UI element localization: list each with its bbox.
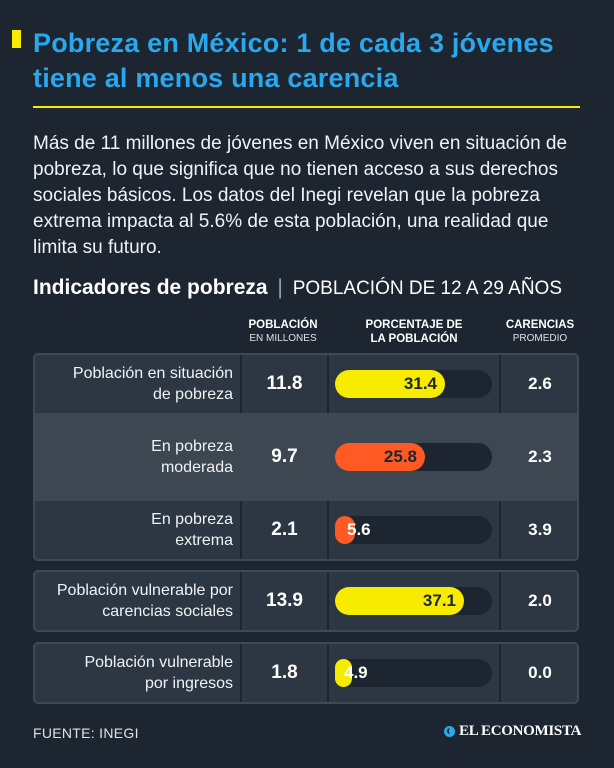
row-label-line2: por ingresos xyxy=(144,675,233,692)
poblacion-value: 2.1 xyxy=(271,519,298,540)
row-label-text: Población en situación de pobreza xyxy=(73,363,233,405)
column-header-carencias-sub: PROMEDIO xyxy=(512,333,568,344)
publisher-logo-icon xyxy=(444,726,455,737)
row-label: Población vulnerable por ingresos xyxy=(35,644,233,702)
row-label: En pobreza moderada xyxy=(35,428,233,486)
percentage-bar xyxy=(335,516,355,544)
poblacion-value: 1.8 xyxy=(271,662,298,683)
percentage-data-label: 5.6 xyxy=(347,520,371,539)
publisher-name: EL ECONOMISTA xyxy=(459,723,582,739)
carencias-value: 2.0 xyxy=(528,591,552,610)
row-label-line1: En pobreza xyxy=(151,438,233,455)
row-label-line1: Población vulnerable por xyxy=(56,582,233,599)
column-separator xyxy=(499,644,501,702)
table-row: Población vulnerable por carencias social… xyxy=(35,572,577,630)
percentage-data-label: 25.8 xyxy=(383,447,417,466)
table-row: Población en situación de pobreza 11.8 31.4… xyxy=(35,355,577,413)
row-label-line1: Población vulnerable xyxy=(84,654,233,671)
row-label-text: En pobreza extrema xyxy=(151,509,233,551)
column-header-carencias: CARENCIAS PROMEDIO xyxy=(500,318,580,346)
column-separator xyxy=(240,572,242,630)
row-label: Población vulnerable por carencias social… xyxy=(35,572,233,630)
section-separator: | xyxy=(277,276,283,299)
title-divider xyxy=(33,106,580,108)
page-title: Pobreza en México: 1 de cada 3 jóvenes t… xyxy=(33,28,554,93)
row-label-line2: extrema xyxy=(175,532,233,549)
table-row: En pobreza moderada 9.7 25.8 2.3 xyxy=(35,428,577,486)
row-label: En pobreza extrema xyxy=(35,501,233,559)
percentage-data-label: 4.9 xyxy=(344,663,368,682)
column-header-porcentaje-line2: LA POBLACIÓN xyxy=(370,333,458,345)
poblacion-value: 9.7 xyxy=(271,446,298,467)
source-note: FUENTE: INEGI xyxy=(33,725,139,741)
title-accent-mark xyxy=(12,30,21,48)
column-header-poblacion: POBLACIÓN EN MILLONES xyxy=(240,318,326,346)
row-divider-band xyxy=(35,413,577,428)
row-label-text: Población vulnerable por ingresos xyxy=(84,652,233,694)
indicator-group: Población en situación de pobreza 11.8 31.4… xyxy=(33,353,579,561)
column-separator xyxy=(327,644,329,702)
row-label-line1: Población en situación xyxy=(72,365,233,382)
column-header-porcentaje-line1: PORCENTAJE DE xyxy=(365,319,463,331)
percentage-bar xyxy=(335,443,425,471)
percentage-bar-track xyxy=(335,370,492,398)
row-label-text: En pobreza moderada xyxy=(151,436,233,478)
percentage-bar-track xyxy=(335,516,492,544)
column-separator xyxy=(240,644,242,702)
indicator-group: Población vulnerable por ingresos 1.8 4.9 0.… xyxy=(33,642,579,704)
section-title: Indicadores de pobreza xyxy=(33,276,268,299)
percentage-bar xyxy=(335,587,464,615)
table-row: Población vulnerable por ingresos 1.8 4.9 0.… xyxy=(35,644,577,702)
percentage-bar xyxy=(335,370,445,398)
percentage-bar-track xyxy=(335,443,492,471)
column-header-carencias-title: CARENCIAS xyxy=(505,319,575,331)
carencias-value: 3.9 xyxy=(528,520,552,539)
percentage-data-label: 31.4 xyxy=(403,374,437,393)
row-divider-band xyxy=(35,486,577,501)
row-label-line1: En pobreza xyxy=(151,511,233,528)
column-header-porcentaje: PORCENTAJE DE LA POBLACIÓN xyxy=(348,318,480,346)
percentage-data-label: 37.1 xyxy=(422,591,456,610)
table-row: En pobreza extrema 2.1 5.6 3.9 xyxy=(35,501,577,559)
percentage-bar-track xyxy=(335,659,492,687)
carencias-value: 2.6 xyxy=(528,374,552,393)
poblacion-value: 11.8 xyxy=(266,373,303,394)
section-subtitle: POBLACIÓN DE 12 A 29 AÑOS xyxy=(292,278,563,299)
publisher-logo: EL ECONOMISTA xyxy=(444,723,584,740)
column-header-poblacion-title: POBLACIÓN xyxy=(248,319,318,331)
row-label-text: Población vulnerable por carencias social… xyxy=(57,580,233,622)
column-separator xyxy=(499,572,501,630)
intro-paragraph: Más de 11 millones de jóvenes en México … xyxy=(33,133,568,258)
row-label-line2: moderada xyxy=(160,459,233,476)
percentage-bar-track xyxy=(335,587,492,615)
row-label-line2: de pobreza xyxy=(152,386,233,403)
section-heading: Indicadores de pobreza | POBLACIÓN DE 12… xyxy=(33,274,593,303)
row-label-line2: carencias sociales xyxy=(102,603,233,620)
poblacion-value: 13.9 xyxy=(266,590,303,611)
carencias-value: 0.0 xyxy=(528,663,552,682)
carencias-value: 2.3 xyxy=(528,447,552,466)
column-separator xyxy=(327,572,329,630)
percentage-bar xyxy=(335,659,352,687)
row-label: Población en situación de pobreza xyxy=(35,355,233,413)
indicator-group: Población vulnerable por carencias social… xyxy=(33,570,579,632)
column-header-poblacion-sub: EN MILLONES xyxy=(249,333,317,344)
